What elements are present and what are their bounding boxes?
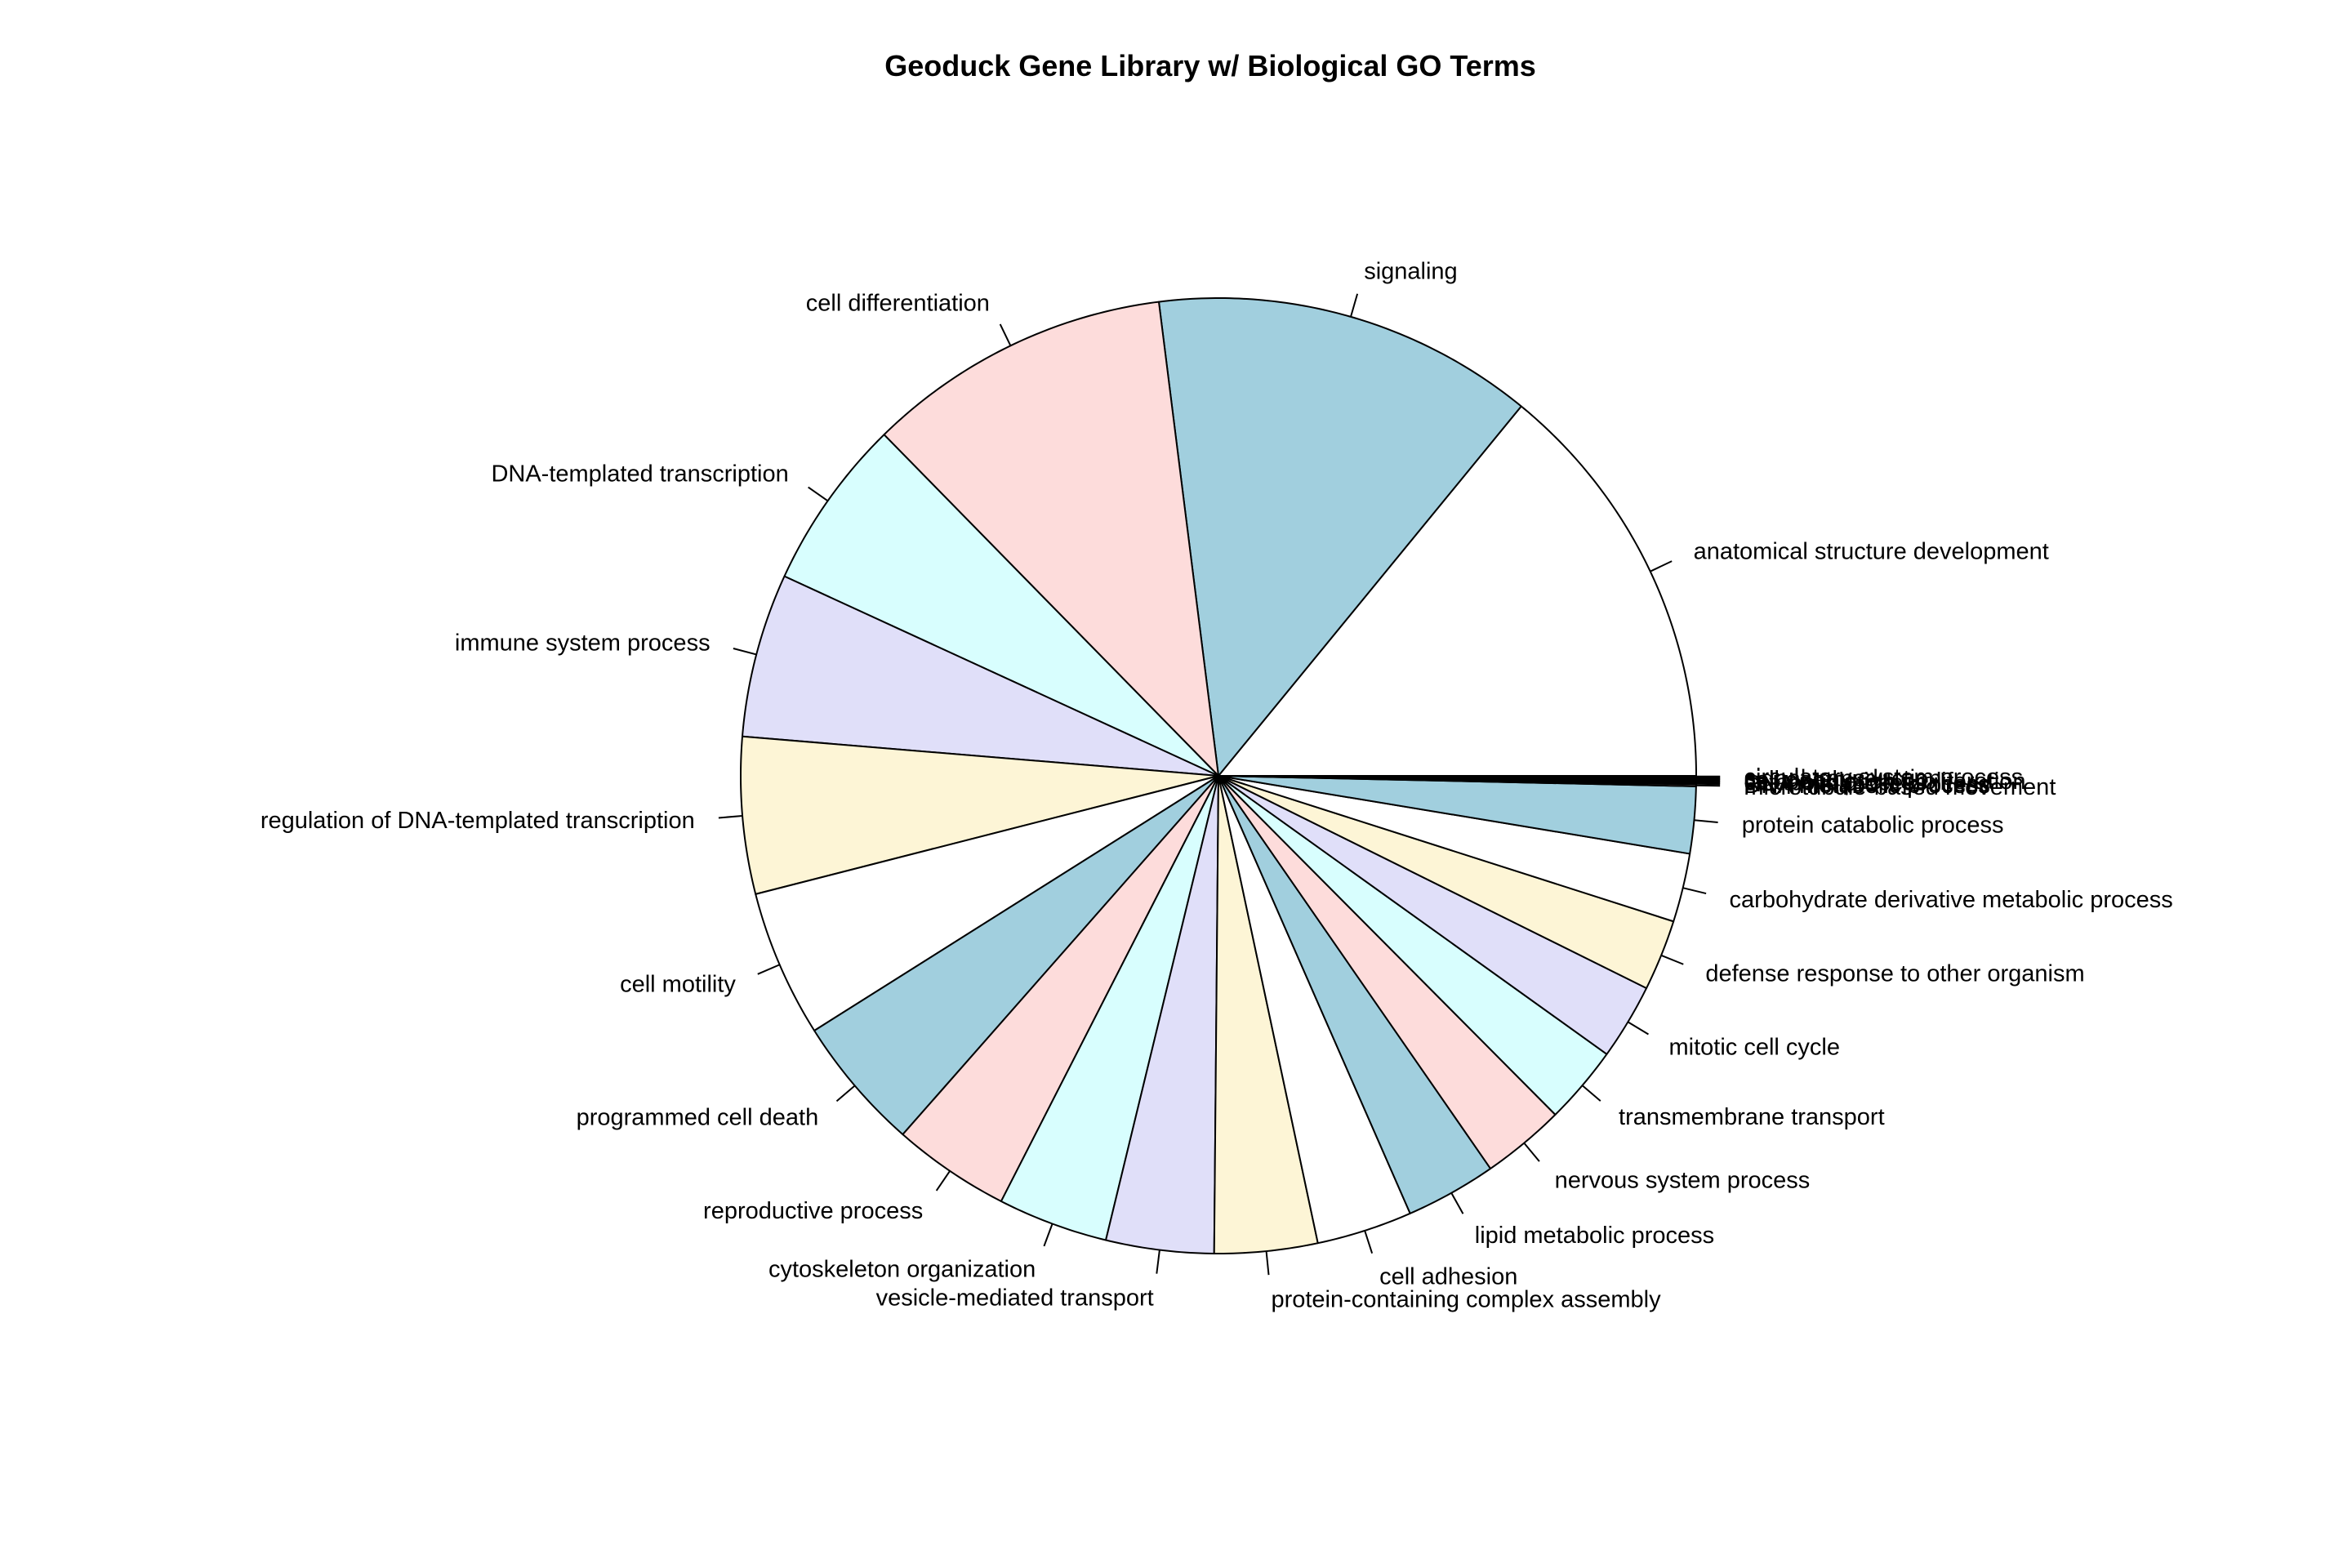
pie-slice-mitotic-cell-cycle [1218, 775, 1648, 1055]
pie-tick-programmed-cell-death [835, 1085, 856, 1102]
pie-label-rna-metabolic-process: RNA metabolic process [1744, 771, 1989, 797]
pie-tick-dna-templated-transcription [808, 486, 829, 502]
pie-label-ticks [718, 293, 1721, 1276]
pie-slices [740, 297, 1697, 1254]
pie-tick-nervous-system-process [1523, 1143, 1540, 1162]
pie-label-cell-motility: cell motility [620, 971, 736, 997]
pie-label-microtubule-based-movement: microtubule-based movement [1744, 774, 2056, 800]
pie-label-dna-metabolic-process: DNA metabolic process [1744, 773, 1989, 799]
pie-label-reproductive-process: reproductive process [703, 1198, 923, 1224]
pie-label-signaling: signaling [1364, 259, 1457, 285]
pie-tick-signaling [1350, 293, 1359, 318]
pie-tick-reproductive-process [935, 1170, 951, 1192]
pie-label-immune-system-process: immune system process [455, 630, 710, 657]
pie-slice-cell-adhesion [1218, 775, 1411, 1245]
pie-label-vesicle-mediated-transport: vesicle-mediated transport [876, 1285, 1154, 1312]
pie-label-protein-containing-complex-assembly: protein-containing complex assembly [1271, 1286, 1661, 1312]
pie-label-carbohydrate-derivative-metabolic-process: carbohydrate derivative metabolic proces… [1730, 887, 2173, 913]
pie-slice-dna-templated-transcription [783, 434, 1219, 777]
pie-tick-anatomical-structure-development [1650, 560, 1673, 572]
pie-label-protein-catabolic-process: protein catabolic process [1742, 813, 2004, 839]
pie-label-cytoskeleton-organization: cytoskeleton organization [768, 1256, 1036, 1282]
pie-tick-cell-adhesion [1364, 1230, 1374, 1254]
pie-tick-defense-response-to-other-organism [1660, 954, 1684, 965]
pie-slice-reproductive-process [902, 775, 1219, 1202]
pie-tick-vesicle-mediated-transport [1156, 1250, 1160, 1274]
pie-label-nervous-system-process: nervous system process [1555, 1168, 1811, 1194]
pie-tick-cell-differentiation [999, 323, 1012, 346]
pie-tick-transmembrane-transport [1581, 1085, 1601, 1102]
pie-label-anatomical-structure-development: anatomical structure development [1694, 539, 2049, 565]
pie-label-regulation-of-dna-templated-transcription: regulation of DNA-templated transcriptio… [261, 808, 695, 834]
pie-slice-vesicle-mediated-transport [1105, 775, 1219, 1254]
chart-title: Geoduck Gene Library w/ Biological GO Te… [884, 49, 1536, 82]
pie-label-transmembrane-transport: transmembrane transport [1619, 1104, 1885, 1130]
pie-slice-carbohydrate-derivative-metabolic-process [1218, 775, 1691, 923]
pie-slice-transmembrane-transport [1218, 775, 1608, 1116]
pie-tick-lipid-metabolic-process [1450, 1192, 1464, 1214]
pie-labels: anatomical structure development signalin… [261, 259, 2173, 1313]
pie-tick-cytoskeleton-organization [1043, 1223, 1054, 1247]
pie-label-catabolic-process: catabolic process [1744, 769, 1927, 795]
pie-tick-protein-catabolic-process [1694, 819, 1718, 823]
pie-tick-immune-system-process [733, 648, 757, 656]
pie-tick-protein-containing-complex-assembly [1265, 1250, 1270, 1276]
pie-tick-mitotic-cell-cycle [1627, 1021, 1649, 1036]
pie-label-mitotic-cell-cycle: mitotic cell cycle [1669, 1035, 1841, 1061]
pie-slice-anatomical-structure-development [1218, 405, 1697, 777]
pie-label-cell-population-proliferation: cell population proliferation [1744, 768, 2025, 795]
pie-label-lipid-metabolic-process: lipid metabolic process [1475, 1223, 1714, 1249]
pie-label-signal-transduction: signal transduction [1744, 765, 1942, 791]
pie-tick-regulation-of-dna-templated-transcription [718, 815, 743, 819]
pie-slice-protein-catabolic-process [1218, 775, 1697, 855]
pie-tick-cell-motility [757, 964, 781, 975]
pie-label-cell-death: cell death [1744, 767, 1845, 793]
pie-label-dna-templated-transcription: DNA-templated transcription [491, 461, 788, 488]
pie-label-circulatory-system-process: circulatory system process [1744, 764, 2024, 791]
pie-label-cell-adhesion: cell adhesion [1379, 1264, 1517, 1290]
pie-slice-programmed-cell-death [813, 775, 1219, 1136]
pie-label-programmed-cell-death: programmed cell death [577, 1104, 819, 1130]
pie-label-cell-differentiation: cell differentiation [806, 291, 990, 317]
pie-label-defense-response-to-other-organism: defense response to other organism [1705, 961, 2084, 987]
pie-tick-carbohydrate-derivative-metabolic-process [1682, 887, 1707, 895]
